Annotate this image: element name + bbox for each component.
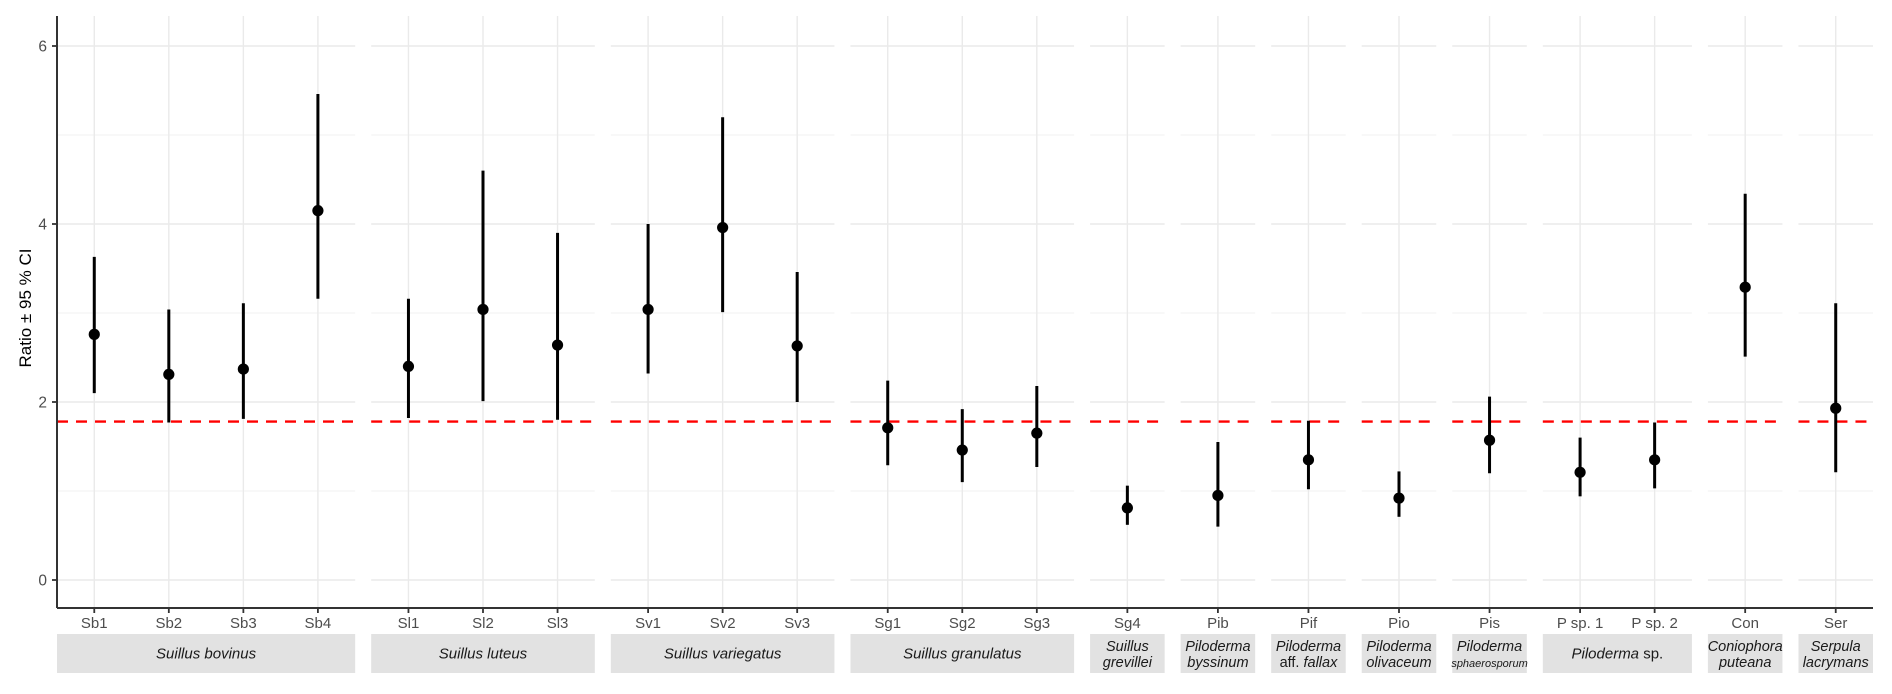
data-point: [163, 368, 175, 381]
data-point: [791, 340, 803, 352]
x-tick-label: Sl1: [398, 615, 420, 632]
facet-strip-label: aff. fallax: [1280, 655, 1339, 671]
data-point: [956, 444, 968, 456]
facet-strip: [1361, 634, 1437, 673]
facet-strip: [1271, 634, 1346, 673]
x-tick-label: Sg4: [1114, 615, 1141, 632]
facet-strip-label: Suillus granulatus: [903, 646, 1022, 663]
facet-strip: [1798, 634, 1873, 673]
facet-strip: [1452, 634, 1527, 673]
facet-strip: [610, 634, 835, 673]
y-tick-label: 6: [38, 39, 47, 56]
y-tick-label: 2: [38, 395, 47, 412]
facet-strip-label: Piloderma: [1185, 639, 1250, 655]
facet-strip-label: Piloderma: [1276, 639, 1341, 655]
facet-strip-label: Suillus: [1106, 639, 1149, 655]
data-point: [1121, 502, 1133, 514]
x-tick-label: Pio: [1388, 615, 1410, 632]
facet-strip: [1542, 634, 1692, 673]
facet-strip-label: sphaerosporum: [1451, 658, 1527, 670]
facet-strip-label: Piloderma sp.: [1572, 646, 1664, 663]
gridlines: [57, 16, 1873, 608]
facet-strip-label: Coniophora: [1708, 639, 1783, 655]
facet-strip-label: Suillus bovinus: [156, 646, 257, 663]
facet-strip: [850, 634, 1075, 673]
x-tick-label: Sv2: [710, 615, 736, 632]
x-tick-label: Sl3: [547, 615, 569, 632]
y-tick-label: 4: [38, 217, 47, 234]
facet-strip-label: lacrymans: [1803, 655, 1869, 671]
x-tick-label: P sp. 1: [1557, 615, 1603, 632]
x-tick-label: Sv1: [635, 615, 661, 632]
x-tick-label: Sb4: [305, 615, 332, 632]
data-point: [402, 360, 415, 372]
data-point: [1302, 454, 1315, 466]
data-point: [477, 303, 489, 316]
data-point: [1830, 402, 1842, 414]
y-axis-title: Ratio ± 95 % CI: [16, 248, 35, 368]
data-point: [312, 205, 324, 217]
x-tick-label: Pis: [1479, 615, 1500, 632]
x-tick-label: Sl2: [472, 615, 494, 632]
x-tick-label: Sb2: [155, 615, 182, 632]
data-point: [882, 422, 894, 434]
x-tick-label: Con: [1731, 615, 1759, 632]
facet-strip-label: byssinum: [1187, 655, 1248, 671]
data-point: [717, 221, 729, 234]
x-tick-label: Sg2: [949, 615, 976, 632]
facet-strip-label: Suillus variegatus: [664, 646, 782, 663]
x-tick-label: Sb1: [81, 615, 108, 632]
x-tick-label: Sg3: [1023, 615, 1050, 632]
x-tick-labels: Sb1 Sb2 Sb3 Sb4 Sl1 Sl2 Sl3 Sv1 Sv2 Sv3 Sg1 Sg2 Sg3 S…: [81, 615, 1847, 632]
data-point: [1739, 281, 1751, 293]
data-point: [1574, 466, 1586, 478]
data-point: [88, 328, 100, 340]
x-tick-label: Sv3: [784, 615, 810, 632]
x-tick-label: Ser: [1824, 615, 1847, 632]
facet-strip-label: grevillei: [1103, 655, 1153, 671]
data-point: [237, 363, 249, 375]
facet-strip-label: Piloderma: [1366, 639, 1431, 655]
facet-strips: Suillus bovinus Suillus luteus Suillus var…: [57, 634, 1873, 673]
facet-strip: [1090, 634, 1165, 673]
data-point: [1212, 489, 1224, 502]
x-tick-label: Sb3: [230, 615, 257, 632]
data-series: [88, 94, 1842, 527]
data-point: [642, 303, 654, 316]
facet-strip-label: Suillus luteus: [439, 646, 528, 663]
data-point: [1031, 427, 1043, 439]
data-point: [1483, 434, 1496, 446]
x-tick-label: P sp. 2: [1631, 615, 1677, 632]
facet-strip: [1180, 634, 1256, 673]
data-point: [551, 339, 564, 351]
facet-strip: [57, 634, 356, 673]
x-tick-label: Pib: [1207, 615, 1229, 632]
facet-strip-label: olivaceum: [1366, 655, 1431, 671]
x-tick-label: Sg1: [874, 615, 901, 632]
facet-strip-label: Serpula: [1811, 639, 1861, 655]
data-point: [1649, 454, 1661, 466]
x-tick-label: Pif: [1300, 615, 1318, 632]
facet-strip-label: Piloderma: [1457, 639, 1522, 655]
data-point: [1393, 492, 1405, 504]
facet-strip: [1707, 634, 1783, 673]
y-tick-label: 0: [38, 573, 47, 590]
axes: 0 2 4 6: [38, 16, 1873, 613]
facet-strip: [371, 634, 595, 673]
facet-strip-label: puteana: [1718, 655, 1771, 671]
